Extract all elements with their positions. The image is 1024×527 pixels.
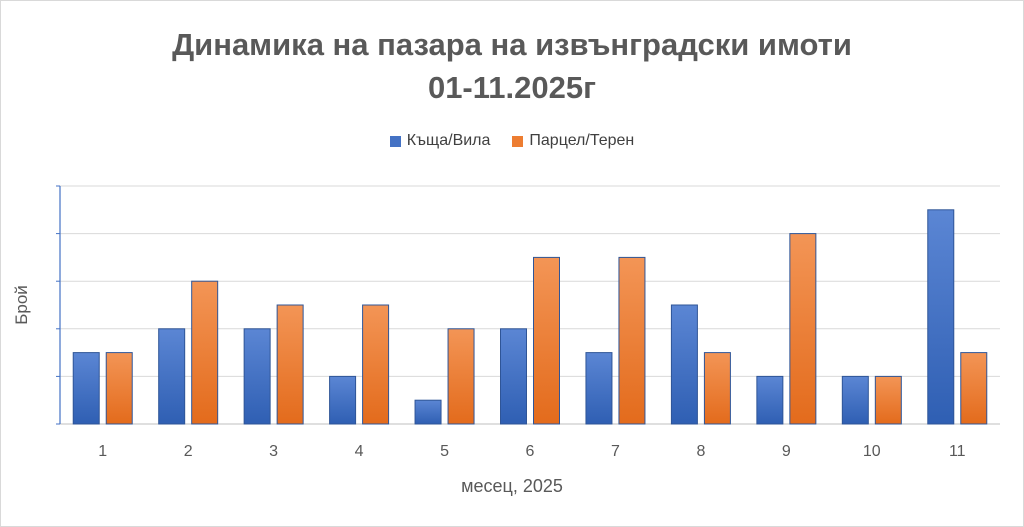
x-tick-label: 7 <box>611 443 620 460</box>
x-tick-label: 3 <box>269 443 278 460</box>
bar-house <box>414 399 442 425</box>
chart-subtitle: 01-11.2025г <box>427 70 597 105</box>
x-tick-label: 4 <box>355 443 364 460</box>
bar-house <box>756 375 784 425</box>
bar-plot <box>191 280 219 425</box>
legend-item-plot: Парцел/Терен <box>512 132 634 150</box>
y-axis-label: Брой <box>12 285 31 325</box>
bar-plot <box>703 352 731 425</box>
bar-plot <box>276 304 304 425</box>
bar-plot <box>618 256 646 425</box>
x-tick-label: 9 <box>782 443 791 460</box>
x-tick-label: 2 <box>184 443 193 460</box>
bar-house <box>500 328 527 425</box>
legend-swatch-plot <box>512 135 524 147</box>
x-tick-label: 1 <box>98 443 107 460</box>
x-tick-label: 6 <box>526 443 535 460</box>
bar-plot <box>874 375 902 425</box>
x-tick-label: 8 <box>696 443 705 460</box>
bar-house <box>243 328 271 425</box>
legend-label-plot: Парцел/Терен <box>529 132 635 149</box>
bar-plot <box>533 256 560 425</box>
bar-plot <box>789 233 817 425</box>
chart-title: Динамика на пазара на извънградски имоти <box>172 27 852 62</box>
x-axis-label: месец, 2025 <box>461 476 563 496</box>
bar-house <box>585 352 613 425</box>
bar-house <box>927 209 955 425</box>
bar-plot <box>960 352 988 425</box>
legend: Къща/Вила Парцел/Терен <box>0 132 1024 150</box>
bar-plot <box>362 304 390 425</box>
bar-plot <box>105 352 133 425</box>
bar-house <box>670 304 698 425</box>
x-tick-label: 11 <box>949 443 966 460</box>
bar-house <box>72 352 100 425</box>
bar-house <box>158 328 186 425</box>
legend-item-house: Къща/Вила <box>389 132 491 150</box>
bar-house <box>841 375 869 425</box>
legend-label-house: Къща/Вила <box>406 132 491 149</box>
legend-swatch-house <box>389 135 401 147</box>
x-tick-label: 10 <box>863 443 881 460</box>
bar-plot <box>447 328 475 425</box>
x-tick-label: 5 <box>440 443 449 460</box>
bar-house <box>329 375 357 425</box>
